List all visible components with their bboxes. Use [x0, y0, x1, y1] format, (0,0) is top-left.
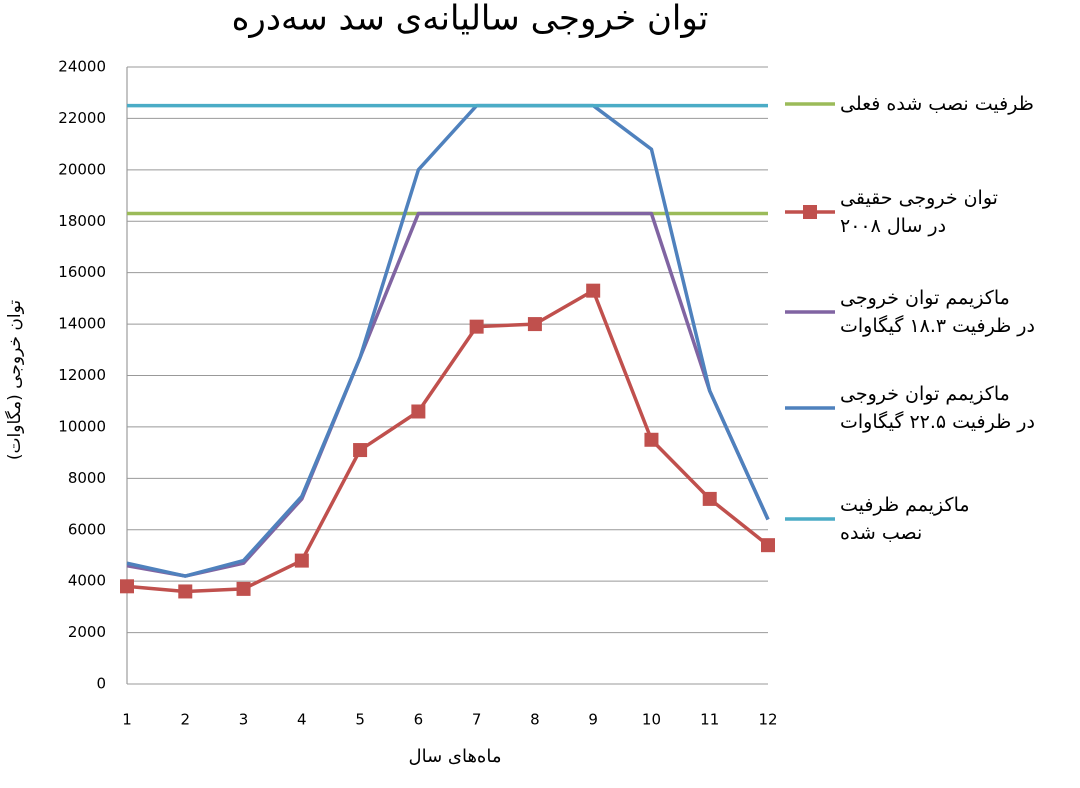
chart-title: توان خروجی سالیانه‌ی سد سه‌دره	[232, 0, 709, 39]
x-tick-label: 6	[414, 711, 424, 729]
marker	[294, 553, 309, 568]
x-tick-label: 8	[530, 711, 540, 729]
x-tick-label: 11	[700, 711, 719, 729]
y-tick-label: 4000	[68, 572, 106, 590]
y-tick-label: 10000	[58, 417, 106, 435]
x-axis-label: ماه‌های سال	[409, 746, 502, 767]
y-tick-label: 0	[96, 675, 106, 693]
marker	[178, 584, 193, 599]
x-tick-label: 4	[297, 711, 307, 729]
x-tick-label: 3	[239, 711, 249, 729]
marker	[702, 491, 717, 506]
marker	[761, 538, 775, 553]
series-line	[126, 103, 770, 578]
y-tick-label: 6000	[68, 520, 106, 538]
series-line	[126, 211, 770, 578]
x-tick-label: 10	[642, 711, 661, 729]
y-tick-label: 18000	[58, 212, 106, 230]
legend-marker	[803, 205, 817, 219]
marker	[411, 404, 426, 419]
y-tick-label: 2000	[68, 623, 106, 641]
x-tick-label: 5	[355, 711, 365, 729]
marker	[527, 317, 542, 332]
legend-label: ماکزیمم توان خروجی در ظرفیت ۲۲.۵ گیگاوات	[840, 383, 1035, 433]
y-axis-label: توان خروجی (مگاوات)	[4, 300, 25, 460]
y-tick-label: 12000	[58, 366, 106, 384]
series-line	[126, 288, 770, 594]
y-tick-label: 8000	[68, 469, 106, 487]
marker	[120, 579, 134, 594]
x-tick-label: 2	[180, 711, 190, 729]
y-tick-label: 14000	[58, 315, 106, 333]
y-tick-label: 20000	[58, 160, 106, 178]
marker	[469, 319, 484, 334]
legend-label: ظرفیت نصب شده فعلی	[840, 93, 1034, 115]
marker	[644, 432, 659, 447]
marker	[236, 581, 251, 596]
y-tick-label: 22000	[58, 109, 106, 127]
marker	[353, 443, 368, 458]
x-tick-label: 7	[472, 711, 482, 729]
legend-label: ماکزیمم ظرفیت نصب شده	[840, 494, 970, 544]
y-tick-label: 24000	[58, 58, 106, 76]
legend-label: توان خروجی حقیقی در سال ۲۰۰۸	[840, 187, 998, 237]
x-tick-label: 1	[122, 711, 132, 729]
marker	[586, 283, 601, 298]
x-tick-label: 12	[758, 711, 777, 729]
y-tick-label: 16000	[58, 263, 106, 281]
legend-label: ماکزیمم توان خروجی در ظرفیت ۱۸.۳ گیگاوات	[840, 287, 1035, 337]
x-tick-label: 9	[588, 711, 598, 729]
